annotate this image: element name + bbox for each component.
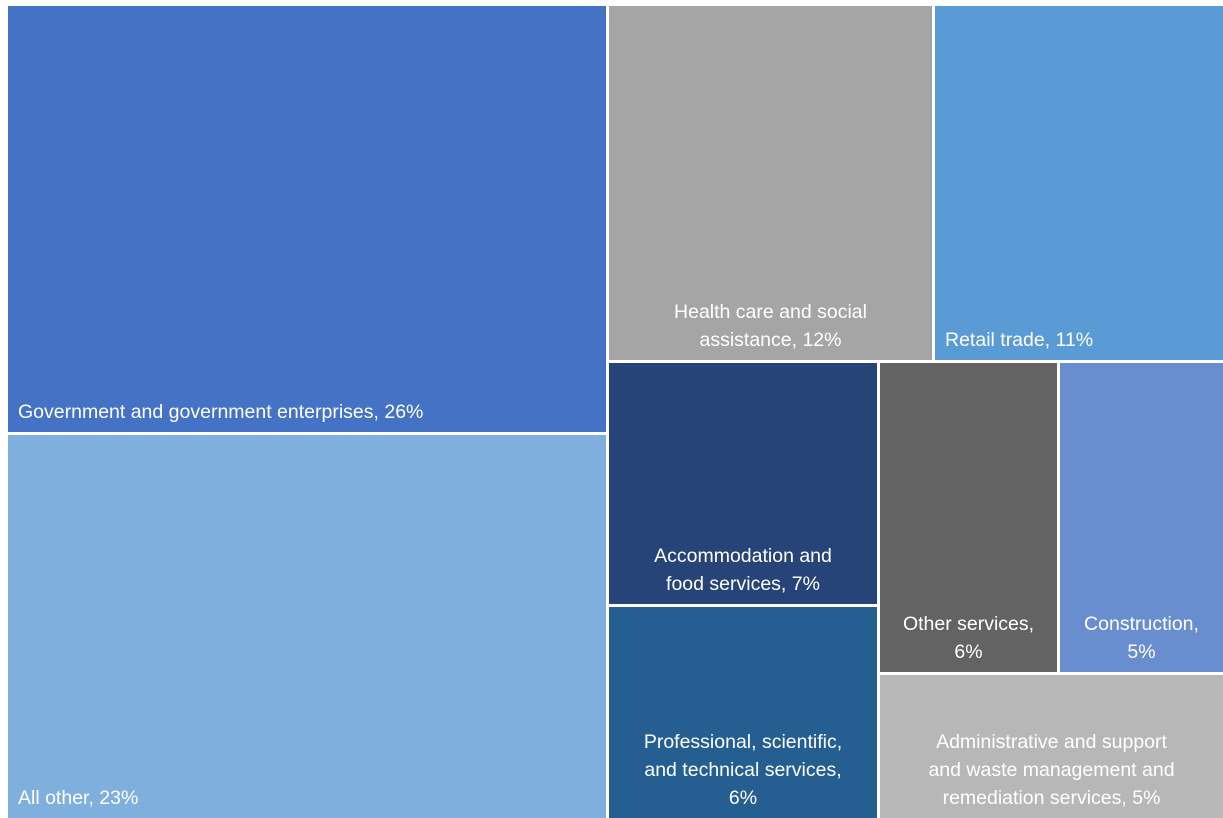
treemap-cell-construction: Construction, 5% [1060, 363, 1223, 672]
treemap-cell-all-other: All other, 23% [8, 435, 606, 818]
treemap-label-administrative: Administrative and support and waste man… [928, 731, 1175, 809]
treemap-cell-administrative: Administrative and support and waste man… [880, 675, 1223, 818]
treemap-label-professional: Professional, scientific, and technical … [643, 731, 843, 809]
treemap-cell-professional: Professional, scientific, and technical … [609, 607, 877, 818]
treemap-label-government: Government and government enterprises, 2… [18, 401, 424, 423]
treemap-label-retail: Retail trade, 11% [945, 329, 1094, 351]
treemap-cell-other-services: Other services, 6% [880, 363, 1057, 672]
treemap-cell-government: Government and government enterprises, 2… [8, 6, 606, 432]
treemap-cell-accommodation: Accommodation and food services, 7% [609, 363, 877, 604]
treemap-cell-health-care: Health care and social assistance, 12% [609, 6, 932, 360]
treemap-label-construction: Construction, 5% [1084, 613, 1199, 663]
treemap-cell-retail: Retail trade, 11% [935, 6, 1223, 360]
treemap-label-other-services: Other services, 6% [902, 613, 1035, 663]
treemap-label-accommodation: Accommodation and food services, 7% [654, 545, 832, 595]
treemap-label-health-care: Health care and social assistance, 12% [674, 301, 867, 351]
treemap-label-all-other: All other, 23% [18, 787, 139, 809]
